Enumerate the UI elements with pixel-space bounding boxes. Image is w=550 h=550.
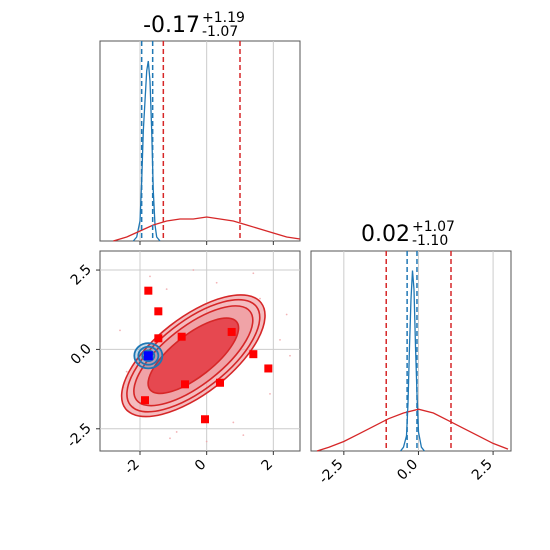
y-tick-label: -2.5 [64, 420, 95, 451]
x-tick-label: 2 [259, 457, 277, 475]
contour-level-1 [126, 298, 261, 413]
marginal-param1-panel: -0.17 +1.19 -1.07 [99, 10, 301, 245]
x-tick-label: 0.0 [394, 457, 421, 484]
blue-contour-2 [141, 349, 156, 363]
scatter-point [289, 354, 291, 357]
red-point-marker [264, 364, 273, 373]
scatter-point [165, 288, 168, 290]
marginal-param1-plot [113, 41, 301, 242]
x-tick-label: 2.5 [469, 457, 496, 484]
red-point-marker [201, 415, 209, 424]
red-point-marker [216, 378, 224, 387]
scatter-point [192, 269, 195, 271]
joint-x-ticks: -2 0 2 [122, 457, 277, 478]
joint-panel: -2 0 2 -2.5 0.0 2.5 [64, 250, 301, 478]
marginal-param2-title-median: 0.02 [361, 222, 410, 247]
red-point-marker [227, 327, 236, 336]
x-tick-label: -2 [122, 457, 143, 478]
scatter-point [125, 370, 128, 373]
marginal-param1-title-minus: -1.07 [202, 24, 238, 40]
scatter-point [205, 440, 208, 443]
scatter-point [149, 275, 151, 278]
joint-plot [119, 269, 291, 443]
red-point-marker [249, 350, 258, 359]
marginal-param2-frame [310, 250, 512, 452]
marginal-param2-title-plus: +1.07 [412, 219, 455, 235]
scatter-point [269, 392, 271, 395]
histogram-blue [132, 60, 161, 242]
marginal-param2-panel: -2.5 0.0 2.5 0.02 +1.07 -1.10 [310, 219, 512, 488]
y-tick-label: 0.0 [68, 341, 95, 368]
scatter-point [169, 437, 171, 440]
red-point-marker [141, 396, 149, 405]
joint-grid [96, 251, 300, 455]
scatter-point [242, 434, 245, 437]
x-tick-label: -2.5 [316, 457, 347, 488]
y-tick-label: 2.5 [68, 262, 95, 289]
scatter-point [259, 297, 261, 300]
x-tick-label: 0 [192, 457, 210, 475]
histogram-red [316, 408, 509, 452]
marginal-param2-title: 0.02 +1.07 -1.10 [361, 219, 455, 249]
red-point-marker [181, 380, 189, 389]
scatter-point [279, 338, 281, 341]
histogram-red [113, 216, 301, 242]
marginal-param1-frame [99, 40, 301, 242]
marginal-param1-title-plus: +1.19 [202, 10, 245, 26]
red-point-marker [144, 286, 153, 295]
blue-contour-1 [137, 345, 160, 366]
marginal-param2-plot [316, 251, 509, 452]
scatter-point [119, 329, 121, 332]
scatter-point [175, 431, 178, 433]
marginal-param2-x-ticks: -2.5 0.0 2.5 [316, 457, 496, 488]
red-point-marker [177, 332, 186, 341]
blue-point-marker [143, 351, 153, 361]
red-point-marker [154, 334, 163, 343]
scatter-point [252, 272, 255, 275]
scatter-point [232, 421, 235, 424]
red-point-marker [154, 307, 163, 316]
marginal-param1-title-median: -0.17 [143, 13, 200, 38]
scatter-point [215, 281, 218, 284]
marginal-param2-title-minus: -1.10 [412, 233, 448, 249]
joint-y-ticks: -2.5 0.0 2.5 [64, 262, 95, 451]
scatter-point [285, 313, 288, 316]
marginal-param1-title: -0.17 +1.19 -1.07 [143, 10, 245, 40]
